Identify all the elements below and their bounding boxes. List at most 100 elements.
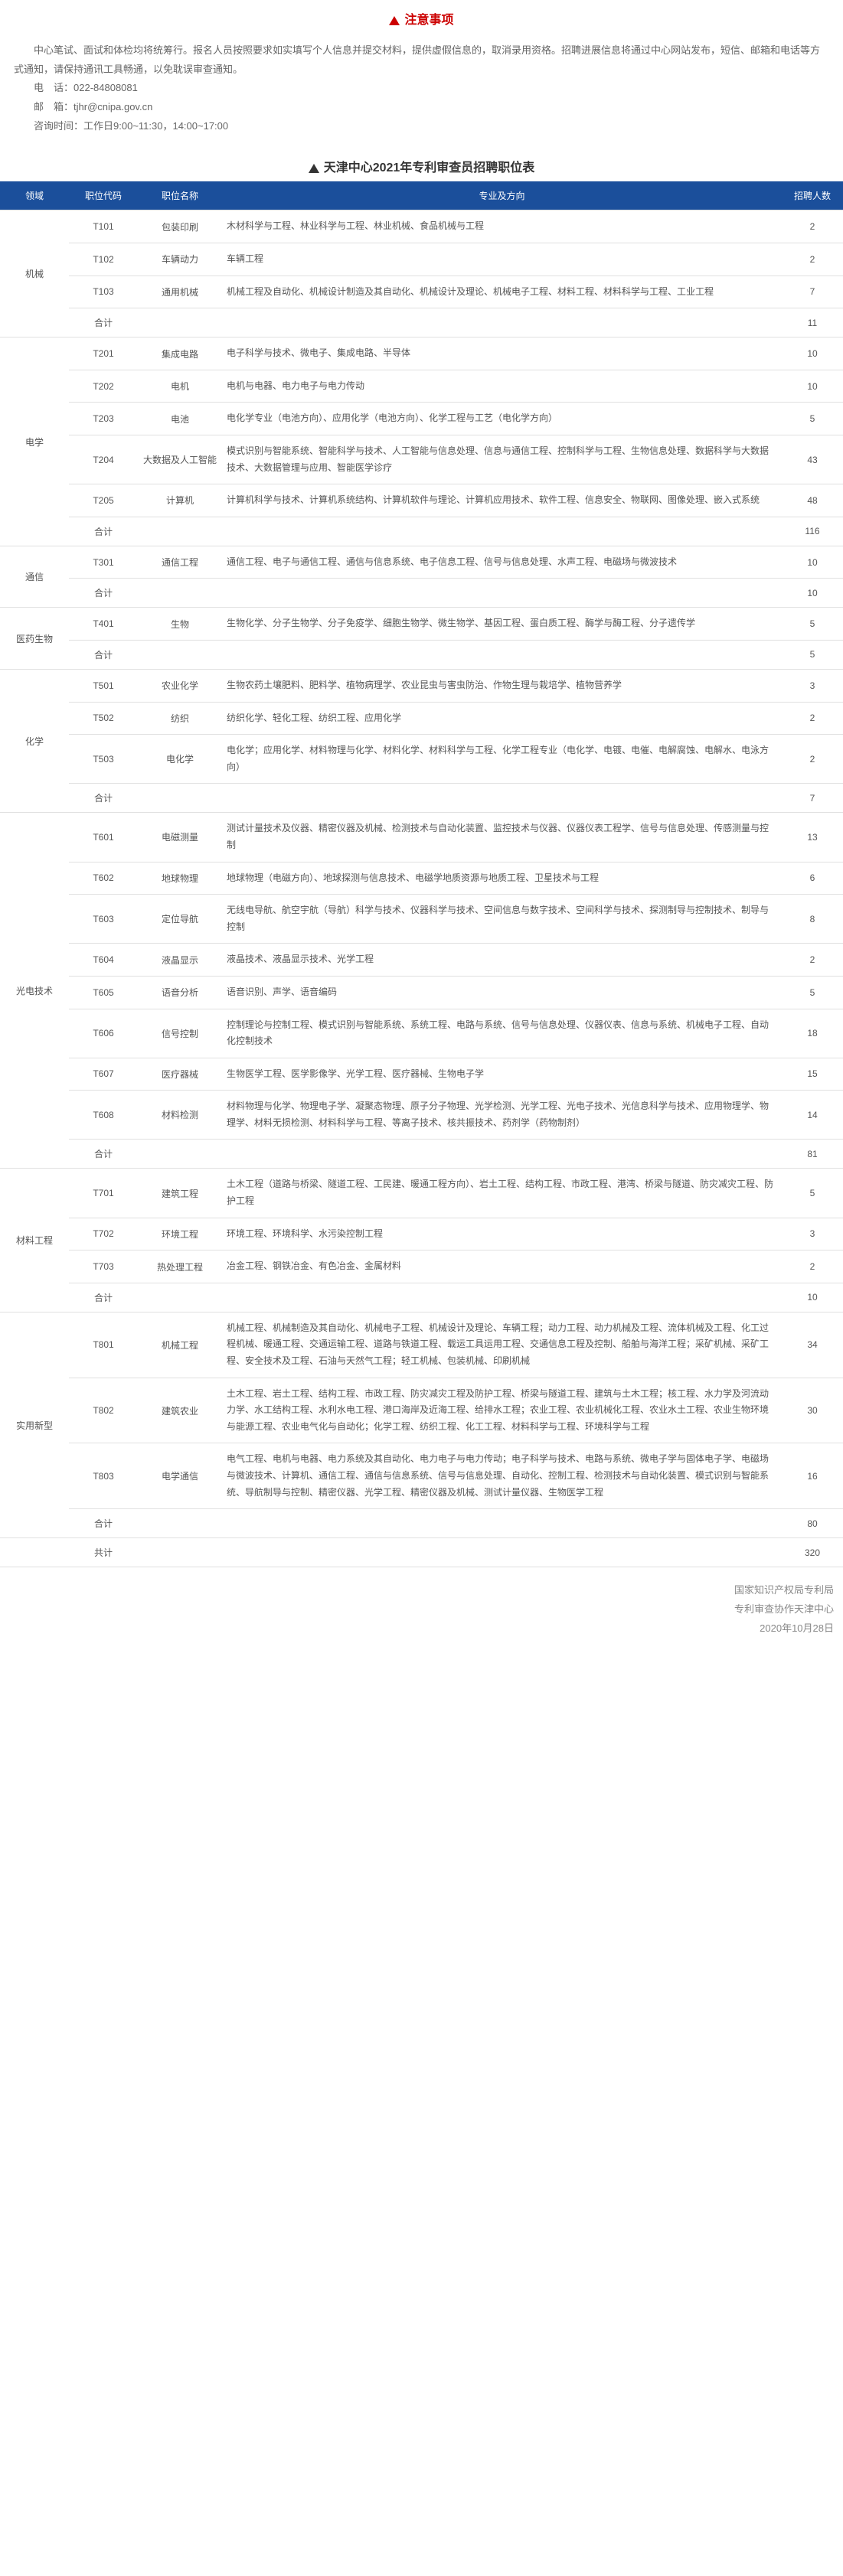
code-cell: T201	[69, 337, 138, 370]
subtotal-row: 合计81	[0, 1140, 843, 1169]
requirement-cell: 生物农药土壤肥料、肥料学、植物病理学、农业昆虫与害虫防治、作物生理与栽培学、植物…	[222, 669, 782, 702]
requirement-cell: 无线电导航、航空宇航（导航）科学与技术、仪器科学与技术、空间信息与数字技术、空间…	[222, 895, 782, 944]
requirement-cell: 车辆工程	[222, 243, 782, 276]
category-cell: 实用新型	[0, 1312, 69, 1537]
requirement-cell: 电化学专业（电池方向）、应用化学（电池方向）、化学工程与工艺（电化学方向）	[222, 403, 782, 435]
requirement-cell: 机械工程及自动化、机械设计制造及其自动化、机械设计及理论、机械电子工程、材料工程…	[222, 276, 782, 308]
count-cell: 43	[782, 435, 843, 484]
subtotal-value: 10	[782, 1283, 843, 1312]
table-header: 职位名称	[138, 181, 222, 210]
count-cell: 2	[782, 1251, 843, 1283]
position-name-cell: 计算机	[138, 484, 222, 517]
position-name-cell: 电磁测量	[138, 813, 222, 862]
position-name-cell: 生物	[138, 608, 222, 641]
requirement-cell: 电气工程、电机与电器、电力系统及其自动化、电力电子与电力传动；电子科学与技术、电…	[222, 1443, 782, 1509]
table-header: 招聘人数	[782, 181, 843, 210]
table-row: T103通用机械机械工程及自动化、机械设计制造及其自动化、机械设计及理论、机械电…	[0, 276, 843, 308]
count-cell: 10	[782, 337, 843, 370]
count-cell: 13	[782, 813, 843, 862]
count-cell: 5	[782, 403, 843, 435]
count-cell: 8	[782, 895, 843, 944]
count-cell: 2	[782, 243, 843, 276]
requirement-cell: 语音识别、声学、语音编码	[222, 976, 782, 1009]
table-row: T607医疗器械生物医学工程、医学影像学、光学工程、医疗器械、生物电子学15	[0, 1058, 843, 1091]
requirement-cell: 电化学；应用化学、材料物理与化学、材料化学、材料科学与工程、化学工程专业（电化学…	[222, 735, 782, 784]
table-row: T802建筑农业土木工程、岩土工程、结构工程、市政工程、防灾减灾工程及防护工程、…	[0, 1378, 843, 1443]
count-cell: 15	[782, 1058, 843, 1091]
table-title: 天津中心2021年专利审查员招聘职位表	[0, 148, 843, 181]
count-cell: 10	[782, 546, 843, 579]
table-row: T608材料检测材料物理与化学、物理电子学、凝聚态物理、原子分子物理、光学检测、…	[0, 1091, 843, 1140]
table-row: 光电技术T601电磁测量测试计量技术及仪器、精密仪器及机械、检测技术与自动化装置…	[0, 813, 843, 862]
position-name-cell: 车辆动力	[138, 243, 222, 276]
requirement-cell: 计算机科学与技术、计算机系统结构、计算机软件与理论、计算机应用技术、软件工程、信…	[222, 484, 782, 517]
code-cell: T607	[69, 1058, 138, 1091]
count-cell: 16	[782, 1443, 843, 1509]
position-name-cell: 大数据及人工智能	[138, 435, 222, 484]
position-name-cell: 信号控制	[138, 1009, 222, 1058]
position-name-cell: 机械工程	[138, 1312, 222, 1378]
subtotal-value: 10	[782, 579, 843, 608]
table-row: T204大数据及人工智能模式识别与智能系统、智能科学与技术、人工智能与信息处理、…	[0, 435, 843, 484]
requirement-cell: 材料物理与化学、物理电子学、凝聚态物理、原子分子物理、光学检测、光学工程、光电子…	[222, 1091, 782, 1140]
position-name-cell: 电池	[138, 403, 222, 435]
code-cell: T204	[69, 435, 138, 484]
position-name-cell: 医疗器械	[138, 1058, 222, 1091]
table-row: 电学T201集成电路电子科学与技术、微电子、集成电路、半导体10	[0, 337, 843, 370]
table-row: T703热处理工程冶金工程、钢铁冶金、有色冶金、金属材料2	[0, 1251, 843, 1283]
code-cell: T702	[69, 1218, 138, 1251]
grand-total-label: 共计	[69, 1538, 138, 1567]
warning-icon	[389, 16, 400, 25]
code-cell: T102	[69, 243, 138, 276]
position-name-cell: 农业化学	[138, 669, 222, 702]
table-row: T602地球物理地球物理（电磁方向）、地球探测与信息技术、电磁学地质资源与地质工…	[0, 862, 843, 895]
code-cell: T103	[69, 276, 138, 308]
position-name-cell: 通用机械	[138, 276, 222, 308]
subtotal-label: 合计	[69, 1509, 138, 1538]
subtotal-row: 合计116	[0, 517, 843, 546]
count-cell: 3	[782, 669, 843, 702]
code-cell: T604	[69, 944, 138, 977]
position-name-cell: 电学通信	[138, 1443, 222, 1509]
notice-hours: 咨询时间：工作日9:00~11:30，14:00~17:00	[14, 117, 829, 136]
subtotal-row: 合计10	[0, 579, 843, 608]
count-cell: 5	[782, 976, 843, 1009]
table-row: T203电池电化学专业（电池方向）、应用化学（电池方向）、化学工程与工艺（电化学…	[0, 403, 843, 435]
table-row: T604液晶显示液晶技术、液晶显示技术、光学工程2	[0, 944, 843, 977]
grand-total-value: 320	[782, 1538, 843, 1567]
table-row: 实用新型T801机械工程机械工程、机械制造及其自动化、机械电子工程、机械设计及理…	[0, 1312, 843, 1378]
subtotal-value: 7	[782, 784, 843, 813]
table-row: 通信T301通信工程通信工程、电子与通信工程、通信与信息系统、电子信息工程、信号…	[0, 546, 843, 579]
position-name-cell: 电化学	[138, 735, 222, 784]
count-cell: 10	[782, 370, 843, 403]
table-row: T502纺织纺织化学、轻化工程、纺织工程、应用化学2	[0, 702, 843, 735]
subtotal-label: 合计	[69, 1283, 138, 1312]
requirement-cell: 土木工程（道路与桥梁、隧道工程、工民建、暖通工程方向）、岩土工程、结构工程、市政…	[222, 1169, 782, 1218]
count-cell: 34	[782, 1312, 843, 1378]
category-cell: 电学	[0, 337, 69, 546]
subtotal-label: 合计	[69, 640, 138, 669]
table-header: 职位代码	[69, 181, 138, 210]
count-cell: 3	[782, 1218, 843, 1251]
category-cell: 通信	[0, 546, 69, 608]
section-icon	[309, 164, 319, 173]
count-cell: 7	[782, 276, 843, 308]
table-row: T503电化学电化学；应用化学、材料物理与化学、材料化学、材料科学与工程、化学工…	[0, 735, 843, 784]
table-header: 专业及方向	[222, 181, 782, 210]
category-cell: 医药生物	[0, 608, 69, 670]
code-cell: T202	[69, 370, 138, 403]
code-cell: T603	[69, 895, 138, 944]
notice-tel: 电 话：022-84808081	[14, 79, 829, 98]
subtotal-label: 合计	[69, 517, 138, 546]
count-cell: 30	[782, 1378, 843, 1443]
position-name-cell: 定位导航	[138, 895, 222, 944]
count-cell: 2	[782, 210, 843, 243]
code-cell: T602	[69, 862, 138, 895]
position-name-cell: 纺织	[138, 702, 222, 735]
code-cell: T803	[69, 1443, 138, 1509]
requirement-cell: 纺织化学、轻化工程、纺织工程、应用化学	[222, 702, 782, 735]
code-cell: T605	[69, 976, 138, 1009]
subtotal-row: 合计7	[0, 784, 843, 813]
category-cell: 材料工程	[0, 1169, 69, 1312]
position-name-cell: 语音分析	[138, 976, 222, 1009]
